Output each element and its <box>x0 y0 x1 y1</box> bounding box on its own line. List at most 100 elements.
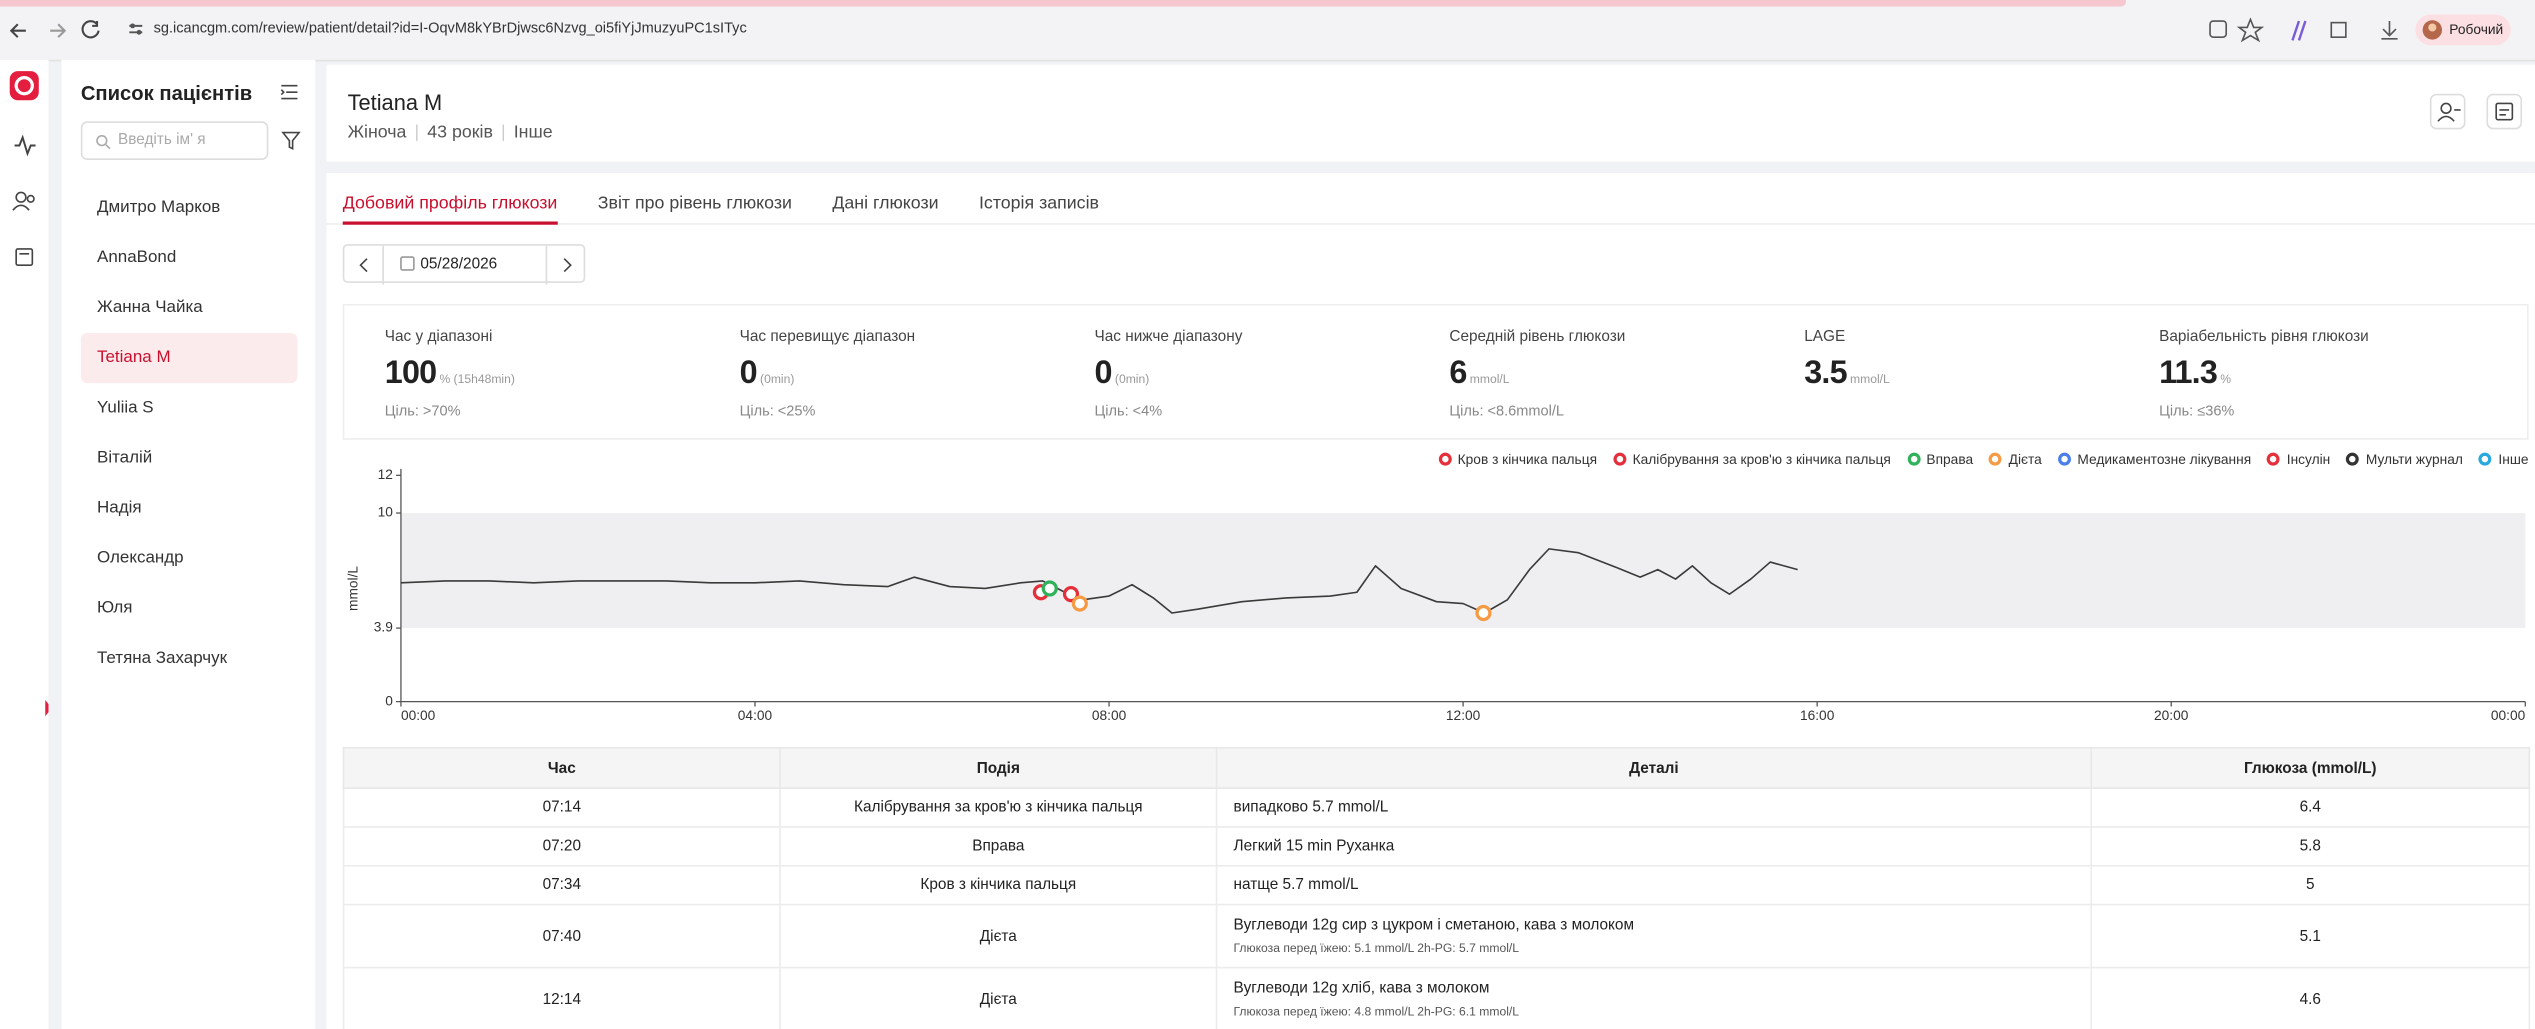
time-cell: 07:34 <box>342 864 781 906</box>
patient-item[interactable]: Надія <box>97 497 142 518</box>
time-cell: 12:14 <box>342 966 781 1029</box>
date-value: 05/28/2026 <box>420 255 498 274</box>
y-axis-label: mmol/L <box>346 566 361 611</box>
stat: Середній рівень глюкози 6 mmol/L Ціль: <8.6… <box>1449 306 1804 439</box>
avatar <box>2422 20 2443 40</box>
stat-target: Ціль: <4% <box>1094 402 1163 419</box>
rail-icons[interactable] <box>0 60 52 1029</box>
y-tick-label: 12 <box>378 467 393 482</box>
stat-value: 100 <box>384 355 437 392</box>
table-header: Час Подія Деталі Глюкоза (mmol/L) <box>342 746 2531 789</box>
x-tick-label: 08:00 <box>1092 708 1127 723</box>
legend-swatch <box>1438 452 1452 466</box>
date-picker[interactable]: 05/28/2026 <box>342 244 587 285</box>
legend-item[interactable]: Інсулін <box>2267 451 2330 467</box>
patient-list: Дмитро Марков AnnaBond Жанна Чайка Tetiana … <box>80 183 298 684</box>
stat-value-row: 100% (15h48min) <box>385 356 515 393</box>
event-marker <box>1062 586 1080 603</box>
stat: Варіабельність рівня глюкози 11.3% Ціль: ≤… <box>2159 306 2514 439</box>
event-cell: Дієта <box>779 966 1218 1029</box>
target-range-band <box>400 513 2526 629</box>
x-tick-label: 12:00 <box>1446 708 1481 723</box>
collapse-button[interactable] <box>280 82 299 101</box>
stat-value-row: 11.3% <box>2159 356 2231 393</box>
filter-button[interactable] <box>281 131 301 151</box>
legend-label: Кров з кінчика пальця <box>1457 451 1598 468</box>
tab[interactable]: Дані глюкози <box>832 194 939 214</box>
details-cell: натще 5.7 mmol/L <box>1215 864 2093 906</box>
patient-item[interactable]: Юля <box>97 598 133 618</box>
x-tick-label: 00:00 <box>401 708 436 723</box>
glucose-chart: 0 3.9 10 12 00:00 04:00 08:00 12:00 16:00 20:00 00… <box>346 467 2526 723</box>
legend-item[interactable]: Інше <box>2479 451 2529 467</box>
search-icon <box>96 134 111 150</box>
x-tick-label: 00:00 <box>2491 708 2526 723</box>
site-icon[interactable] <box>126 19 145 38</box>
details-text: випадково 5.7 mmol/L <box>1233 798 1389 817</box>
profile-button[interactable]: Робочий <box>2415 14 2511 46</box>
stat-label: Час нижче діапазону <box>1094 328 1243 346</box>
legend-item[interactable]: Вправа <box>1907 451 1973 467</box>
stat-extra: (15h48min) <box>453 371 515 387</box>
tab-strip <box>0 0 2126 7</box>
patient-header: Tetiana M Жіноча | 43 років | Інше <box>326 64 2535 162</box>
nav-icons[interactable] <box>6 16 119 45</box>
stat: Час у діапазоні 100% (15h48min) Ціль: >70% <box>385 306 740 439</box>
glucose-cell: 4.6 <box>2090 966 2531 1029</box>
stat-label: Варіабельність рівня глюкози <box>2159 328 2369 346</box>
stat-value-row: 6 mmol/L <box>1449 356 1509 393</box>
search-input[interactable]: Введіть ім' я <box>80 121 269 161</box>
tab[interactable]: Добовий профіль глюкози <box>342 194 558 225</box>
patient-item[interactable]: Дмитро Марков <box>97 197 221 217</box>
legend-item[interactable]: Калібрування за кров'ю з кінчика пальця <box>1613 451 1891 467</box>
patient-item[interactable]: Віталій <box>97 447 153 468</box>
glucose-cell: 5.1 <box>2090 903 2531 969</box>
notes-button[interactable] <box>2486 93 2523 130</box>
icon-rail <box>0 59 52 1029</box>
stat-target: Ціль: <8.6mmol/L <box>1449 402 1564 419</box>
url[interactable]: sg.icancgm.com/review/patient/detail?id=… <box>153 19 747 36</box>
date-controls[interactable] <box>344 245 587 285</box>
sidebar-title: Список пацієнтів <box>80 82 253 106</box>
table-header-cell: Час <box>342 746 781 789</box>
patient-gender: Жіноча <box>347 122 407 143</box>
time-cell: 07:20 <box>342 826 781 867</box>
patient-item[interactable]: AnnaBond <box>97 247 177 267</box>
y-tick-label: 3.9 <box>374 620 393 635</box>
x-tick-label: 20:00 <box>2154 708 2189 723</box>
patient-item[interactable]: Олександр <box>97 548 184 568</box>
time-cell: 07:40 <box>342 903 781 969</box>
legend-swatch <box>2058 452 2071 466</box>
stat-value-row: 0 (0min) <box>740 356 795 393</box>
browser-icons[interactable] <box>2208 17 2499 44</box>
search-placeholder: Введіть ім' я <box>118 130 206 149</box>
y-tick-label: 0 <box>385 693 393 708</box>
edit-patient-button[interactable] <box>2429 93 2466 130</box>
patient-item[interactable]: Тетяна Захарчук <box>97 648 228 668</box>
details-subtext: Глюкоза перед їжею: 5.1 mmol/L 2h-PG: 5.… <box>1233 940 1520 956</box>
patient-item[interactable]: Жанна Чайка <box>97 297 203 317</box>
stat-target: Ціль: >70% <box>384 402 461 419</box>
legend-label: Калібрування за кров'ю з кінчика пальця <box>1632 451 1891 468</box>
stats-panel: Час у діапазоні 100% (15h48min) Ціль: >70% Ч… <box>342 303 2529 440</box>
stat-unit: mmol/L <box>1469 371 1510 387</box>
patient-age: 43 років <box>427 122 493 143</box>
patient-info: Жіноча | 43 років | Інше <box>347 122 553 143</box>
stat-value: 11.3 <box>2159 355 2218 392</box>
stat: LAGE 3.5 mmol/L <box>1804 306 2159 439</box>
patient-item[interactable]: Tetiana M <box>80 333 298 384</box>
tab[interactable]: Історія записів <box>978 194 1099 214</box>
patient-item[interactable]: Yuliia S <box>97 397 154 418</box>
legend-item[interactable]: Дієта <box>1989 451 2042 467</box>
legend-item[interactable]: Мульти журнал <box>2346 451 2463 467</box>
legend-item[interactable]: Кров з кінчика пальця <box>1438 451 1597 467</box>
tab[interactable]: Звіт про рівень глюкози <box>597 194 792 214</box>
details-subtext: Глюкоза перед їжею: 4.8 mmol/L 2h-PG: 6.… <box>1233 1003 1520 1019</box>
legend-item[interactable]: Медикаментозне лікування <box>2058 451 2251 467</box>
details-cell: Вуглеводи 12g хліб, кава з молоком Глюкоз… <box>1215 966 2093 1029</box>
legend-label: Дієта <box>2008 451 2042 468</box>
details-text: натще 5.7 mmol/L <box>1233 876 1359 895</box>
browser-bar: sg.icancgm.com/review/patient/detail?id=… <box>0 0 2535 62</box>
